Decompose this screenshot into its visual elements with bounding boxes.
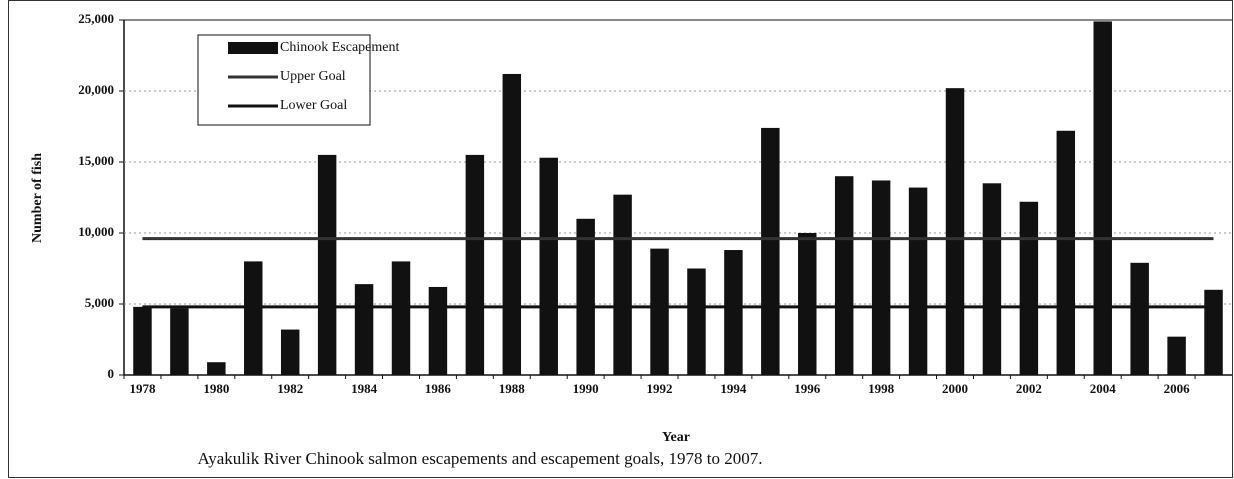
legend-box — [197, 34, 371, 126]
bar — [207, 362, 226, 375]
bar — [1056, 130, 1076, 375]
bar — [576, 218, 595, 375]
x-tick-label: 2000 — [942, 381, 968, 396]
bar — [871, 180, 891, 375]
x-tick-label: 2004 — [1090, 381, 1117, 396]
y-tick-label: 25,000 — [78, 11, 114, 26]
bar — [465, 154, 485, 375]
legend-label: Chinook Escapement — [280, 40, 399, 55]
y-tick-label: 5,000 — [85, 295, 114, 310]
legend-swatch — [228, 42, 278, 54]
bar — [502, 73, 522, 376]
legend-label: Lower Goal — [280, 98, 347, 113]
x-tick-label: 1978 — [129, 381, 156, 396]
bar — [982, 183, 1002, 375]
x-axis-label: Year — [662, 430, 690, 445]
x-tick-label: 1982 — [277, 381, 303, 396]
bar — [613, 194, 632, 375]
frame — [8, 0, 1233, 478]
bar — [317, 154, 337, 375]
x-tick-label: 1998 — [868, 381, 895, 396]
bar — [170, 308, 189, 375]
bar — [1167, 336, 1186, 375]
bar — [1130, 262, 1149, 375]
bar — [539, 157, 558, 375]
bar — [761, 127, 780, 375]
bar — [687, 268, 706, 375]
bar — [280, 329, 300, 375]
bar — [1204, 289, 1223, 375]
y-axis-label: Number of fish — [30, 153, 45, 243]
x-tick-label: 2002 — [1016, 381, 1042, 396]
bar — [724, 250, 743, 375]
bar — [1093, 21, 1112, 375]
y-tick-label: 15,000 — [78, 153, 114, 168]
x-tick-label: 1992 — [647, 381, 673, 396]
chart-title: Ayakulik River Chinook salmon escapement… — [198, 449, 763, 468]
x-tick-label: 2006 — [1164, 381, 1191, 396]
x-tick-label: 1986 — [425, 381, 452, 396]
x-tick-label: 1996 — [794, 381, 821, 396]
y-tick-label: 10,000 — [78, 224, 114, 239]
bar — [354, 284, 374, 375]
bar — [945, 88, 965, 375]
x-tick-label: 1994 — [720, 381, 747, 396]
bar — [834, 176, 854, 375]
bar — [391, 261, 411, 375]
x-tick-label: 1984 — [351, 381, 378, 396]
y-tick-label: 0 — [108, 366, 115, 381]
legend-label: Upper Goal — [280, 69, 346, 84]
bar — [244, 261, 263, 375]
x-tick-label: 1980 — [203, 381, 229, 396]
bar — [1019, 201, 1039, 375]
bar — [798, 233, 817, 375]
x-tick-label: 1988 — [499, 381, 526, 396]
y-tick-label: 20,000 — [78, 82, 114, 97]
bar — [133, 306, 152, 375]
bar — [428, 286, 448, 375]
bar — [908, 187, 928, 375]
x-tick-label: 1990 — [573, 381, 599, 396]
bar — [650, 248, 669, 375]
